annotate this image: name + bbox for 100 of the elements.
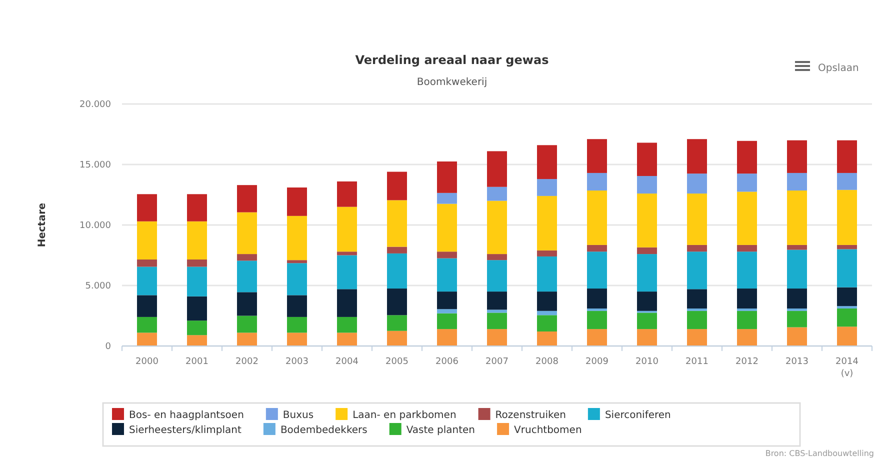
bar <box>187 335 207 346</box>
bar <box>787 308 807 311</box>
bar <box>737 310 757 330</box>
bar <box>237 260 257 292</box>
x-tick-label: 2000 <box>136 357 159 367</box>
bar <box>437 309 457 314</box>
bar <box>837 287 857 306</box>
bar <box>787 190 807 245</box>
bar <box>787 327 807 346</box>
bar <box>787 140 807 173</box>
bar <box>437 329 457 346</box>
y-tick-label: 5.000 <box>85 281 112 292</box>
bar <box>287 332 307 346</box>
bar <box>387 315 407 331</box>
bar <box>387 253 407 289</box>
bar <box>437 204 457 252</box>
bar <box>237 212 257 254</box>
bar <box>787 244 807 250</box>
bar <box>637 254 657 292</box>
bar <box>837 244 857 250</box>
bar <box>737 288 757 308</box>
bar <box>287 187 307 216</box>
y-tick-label: 10.000 <box>80 220 112 231</box>
bar <box>387 172 407 200</box>
text: Bron: CBS-Landbouwtelling <box>765 449 874 458</box>
bar <box>137 295 157 317</box>
bar <box>287 295 307 317</box>
bar <box>437 258 457 292</box>
legend-label: Vruchtbomen <box>514 425 582 436</box>
chart-subtitle: Boomkwekerij <box>416 77 488 88</box>
bar <box>487 292 507 310</box>
bar <box>287 263 307 296</box>
bar <box>687 329 707 346</box>
bar <box>587 329 607 346</box>
bar <box>187 259 207 267</box>
y-tick-label: 20.000 <box>80 100 112 110</box>
y-tick-label: 15.000 <box>80 160 112 170</box>
bar <box>637 312 657 330</box>
bar <box>837 172 857 190</box>
bar <box>687 310 707 330</box>
bar <box>287 316 307 333</box>
bar <box>137 332 157 346</box>
bar <box>587 190 607 245</box>
bar <box>137 259 157 267</box>
bar <box>637 329 657 346</box>
bar <box>737 308 757 311</box>
bar <box>537 315 557 332</box>
bar <box>637 194 657 248</box>
bar <box>187 221 207 260</box>
bar <box>187 266 207 296</box>
y-axis-title: Hectare <box>37 202 48 248</box>
bar <box>487 310 507 313</box>
bar <box>637 176 657 194</box>
bar <box>337 289 357 317</box>
bar <box>787 288 807 308</box>
legend-label: Sierheesters/klimplant <box>129 425 242 436</box>
bar <box>787 172 807 191</box>
x-tick-label: 2003 <box>286 357 308 367</box>
bar <box>537 250 557 256</box>
bar <box>837 190 857 245</box>
bar <box>487 200 507 254</box>
bar <box>237 254 257 261</box>
bar <box>337 255 357 290</box>
bar <box>187 320 207 336</box>
x-tick-label: 2004 <box>336 357 359 367</box>
x-tick-label: 2013 <box>786 357 808 367</box>
bar <box>837 326 857 346</box>
bar <box>137 194 157 222</box>
y-tick-label: 0 <box>105 342 112 352</box>
bar <box>137 316 157 333</box>
legend-label: Bodembedekkers <box>280 425 368 436</box>
x-tick-label: 2007 <box>486 357 508 367</box>
bar <box>537 331 557 346</box>
bar <box>687 139 707 174</box>
bar <box>687 244 707 252</box>
bar <box>587 310 607 330</box>
x-tick-label: 2002 <box>236 357 258 367</box>
legend-label: Vaste planten <box>406 425 476 436</box>
bar <box>537 179 557 196</box>
bar <box>537 310 557 316</box>
bar <box>537 145 557 180</box>
bar <box>637 247 657 254</box>
bar <box>637 292 657 311</box>
bar <box>537 292 557 311</box>
bar <box>687 194 707 245</box>
bar <box>787 250 807 289</box>
bar <box>487 329 507 346</box>
bar <box>437 292 457 310</box>
bar <box>337 252 357 256</box>
bar <box>487 186 507 201</box>
bar <box>287 216 307 260</box>
bar <box>537 256 557 292</box>
bar <box>187 296 207 321</box>
bar <box>437 313 457 330</box>
text: Opslaan <box>818 63 859 74</box>
x-tick-label: 2011 <box>686 357 708 367</box>
bar <box>587 244 607 252</box>
bar <box>837 308 857 327</box>
x-tick-label: 2008 <box>536 357 559 367</box>
x-tick-label: 2014 (v) <box>836 357 859 379</box>
